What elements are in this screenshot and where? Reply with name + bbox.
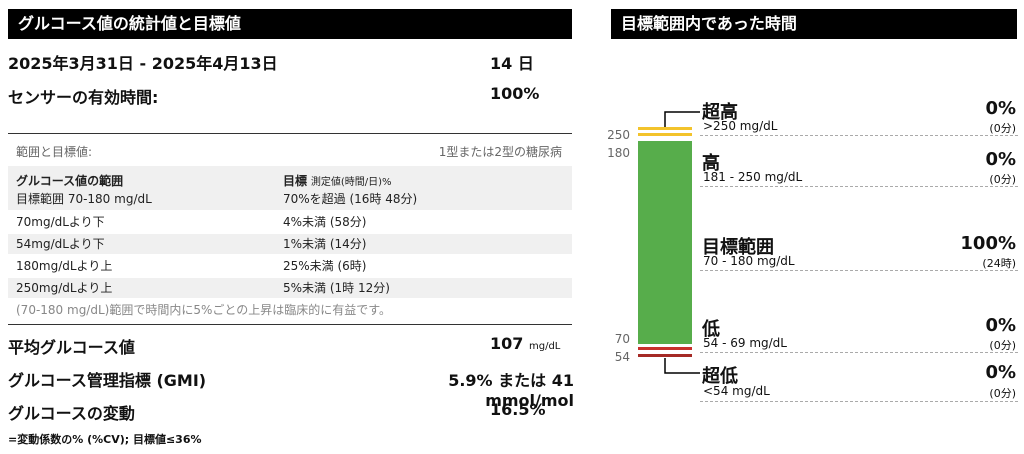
- range-row-high: 高 181 - 250 mg/dL 0% (0分): [700, 149, 1018, 187]
- axis-label: 250: [607, 128, 630, 142]
- header-col2-bold: 目標: [283, 174, 308, 188]
- axis-label: 180: [607, 146, 630, 160]
- range-sub: 54 - 69 mg/dL: [703, 336, 787, 350]
- range-pct-sub: (0分): [989, 122, 1016, 135]
- row-value: 5%未満 (1時 12分): [283, 281, 390, 295]
- range-pct: 0%: [985, 149, 1016, 170]
- range-name: 超高: [702, 102, 738, 123]
- table-type: 1型または2型の糖尿病: [438, 145, 562, 159]
- gmi-value: 5.9% または 41 mmol/mol: [448, 371, 574, 410]
- header-col2: 目標 測定値(時間/日)%: [283, 172, 392, 189]
- range-row-very-low: 超低 <54 mg/dL 0% (0分): [700, 362, 1018, 402]
- target-range-label: 目標範囲 70-180 mg/dL: [16, 192, 152, 206]
- range-sub: 181 - 250 mg/dL: [703, 170, 803, 184]
- table-row: 54mg/dLより下 1%未満 (14分): [8, 234, 572, 254]
- bar-high: [638, 133, 692, 136]
- header-col2-small: 測定値(時間/日)%: [310, 177, 392, 188]
- table-top-divider: [8, 133, 572, 134]
- var-value: 16.5%: [490, 400, 546, 419]
- range-sub: 70 - 180 mg/dL: [703, 254, 795, 268]
- range-pct: 0%: [985, 315, 1016, 336]
- table-label: 範囲と目標値:: [16, 145, 93, 159]
- table-row: 180mg/dLより上 25%未満 (6時): [8, 256, 572, 276]
- range-sub: >250 mg/dL: [703, 119, 778, 133]
- bar-target: [638, 141, 692, 344]
- range-pct-sub: (24時): [982, 257, 1016, 270]
- header-col1: グルコース値の範囲: [16, 174, 124, 188]
- row-label: 250mg/dLより上: [16, 281, 113, 295]
- avg-value: 107: [490, 334, 524, 353]
- bar-low: [638, 347, 692, 350]
- axis-label: 70: [614, 332, 630, 346]
- range-name: 高: [702, 153, 720, 174]
- days-count: 14 日: [490, 54, 534, 73]
- range-pct-sub: (0分): [989, 339, 1016, 352]
- range-name: 目標範囲: [702, 237, 774, 258]
- row-value: 4%未満 (58分): [283, 215, 367, 229]
- var-note: =変動係数の% (%CV); 目標値≤36%: [8, 433, 202, 446]
- sensor-value: 100%: [490, 84, 540, 103]
- range-pct: 0%: [985, 362, 1016, 383]
- table-note-row: (70-180 mg/dL)範囲で時間内に5%ごとの上昇は臨床的に有益です。: [8, 300, 572, 320]
- row-label: 54mg/dLより下: [16, 237, 105, 251]
- connector-lines: [664, 111, 700, 374]
- range-pct: 0%: [985, 98, 1016, 119]
- range-sub: <54 mg/dL: [703, 384, 770, 398]
- range-row-low: 低 54 - 69 mg/dL 0% (0分): [700, 315, 1018, 353]
- avg-unit: mg/dL: [528, 341, 561, 352]
- target-range-value: 70%を超過 (16時 48分): [283, 192, 418, 206]
- range-pct-sub: (0分): [989, 173, 1016, 186]
- avg-label: 平均グルコース値: [8, 338, 135, 357]
- table-header-row: グルコース値の範囲 目標 測定値(時間/日)% 目標範囲 70-180 mg/d…: [8, 166, 572, 210]
- table-bottom-divider: [8, 324, 572, 325]
- gmi-label: グルコース管理指標 (GMI): [8, 371, 207, 390]
- axis-label: 54: [614, 350, 630, 364]
- range-pct-sub: (0分): [989, 387, 1016, 400]
- avg-value-wrap: 107 mg/dL: [490, 334, 560, 353]
- row-value: 1%未満 (14分): [283, 237, 367, 251]
- bar-very-low: [638, 354, 692, 357]
- range-pct: 100%: [960, 233, 1016, 254]
- row-label: 70mg/dLより下: [16, 215, 105, 229]
- date-range: 2025年3月31日 - 2025年4月13日: [8, 54, 278, 73]
- row-label: 180mg/dLより上: [16, 259, 113, 273]
- table-row: 70mg/dLより下 4%未満 (58分): [8, 212, 572, 232]
- sensor-label: センサーの有効時間:: [8, 88, 159, 107]
- table-row: 250mg/dLより上 5%未満 (1時 12分): [8, 278, 572, 298]
- stats-title: グルコース値の統計値と目標値: [8, 9, 572, 39]
- table-note: (70-180 mg/dL)範囲で時間内に5%ごとの上昇は臨床的に有益です。: [16, 303, 392, 317]
- range-row-very-high: 超高 >250 mg/dL 0% (0分): [700, 98, 1018, 136]
- var-label: グルコースの変動: [8, 404, 135, 423]
- range-name: 超低: [702, 366, 738, 387]
- tir-title: 目標範囲内であった時間: [611, 9, 1017, 39]
- bar-very-high: [638, 127, 692, 130]
- row-value: 25%未満 (6時): [283, 259, 367, 273]
- range-name: 低: [702, 319, 720, 340]
- range-row-target: 目標範囲 70 - 180 mg/dL 100% (24時): [700, 233, 1018, 271]
